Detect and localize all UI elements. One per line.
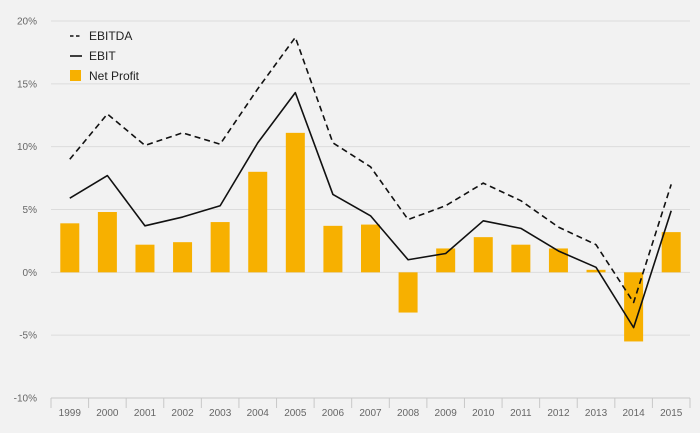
net-profit-bar [285, 132, 305, 273]
net-profit-bar [586, 269, 606, 273]
net-profit-bar [135, 244, 155, 273]
net-profit-bar [248, 171, 268, 273]
net-profit-bar [323, 225, 343, 273]
net-profit-bar [436, 248, 456, 273]
x-tick-label: 2015 [660, 408, 683, 419]
net-profit-bar [210, 222, 230, 273]
x-tick-label: 2001 [134, 408, 157, 419]
net-profit-bar [60, 223, 80, 273]
net-profit-bar [361, 224, 380, 273]
x-tick-label: 2006 [322, 408, 345, 419]
x-tick-label: 2009 [435, 408, 458, 419]
y-tick-label: -5% [19, 331, 37, 342]
legend-label: EBIT [89, 49, 116, 63]
x-tick-label: 2000 [96, 408, 119, 419]
y-tick-label: 5% [23, 205, 38, 216]
x-tick-label: 2011 [510, 408, 532, 419]
x-tick-label: 2007 [359, 408, 382, 419]
legend-label: EBITDA [89, 29, 132, 43]
net-profit-bar [661, 232, 681, 273]
x-tick-label: 1999 [59, 408, 82, 419]
grid-layer [51, 20, 690, 399]
lines-layer [69, 36, 672, 329]
y-tick-label: 15% [17, 79, 37, 90]
net-profit-bar [173, 242, 193, 273]
legend: EBITDA EBIT Net Profit [70, 29, 140, 83]
y-tick-label: -10% [14, 394, 37, 405]
ebit-line [69, 91, 672, 329]
ebitda-line [69, 36, 672, 304]
x-tick-label: 2002 [171, 408, 194, 419]
x-tick-label: 2004 [247, 408, 270, 419]
x-tick-label: 2012 [547, 408, 570, 419]
y-tick-label: 10% [17, 142, 37, 153]
x-tick-label: 2010 [472, 408, 495, 419]
net-profit-bar [511, 244, 531, 273]
net-profit-bar [473, 237, 493, 273]
x-tick-label: 2014 [622, 408, 645, 419]
x-tick-label: 2003 [209, 408, 232, 419]
bars-layer [60, 132, 681, 342]
axis-layer: -10% -5% 0% 5% 10% 15% 20% 1999 2000 2001 2002 2003… [14, 17, 691, 419]
x-tick-label: 2005 [284, 408, 307, 419]
net-profit-bar [548, 248, 568, 273]
legend-label: Net Profit [89, 69, 140, 83]
y-tick-label: 0% [23, 268, 38, 279]
legend-swatch-net-profit [70, 70, 81, 81]
net-profit-bar [97, 212, 117, 273]
x-tick-label: 2008 [397, 408, 420, 419]
y-tick-label: 20% [17, 17, 37, 28]
x-tick-label: 2013 [585, 408, 608, 419]
net-profit-bar [398, 272, 418, 313]
